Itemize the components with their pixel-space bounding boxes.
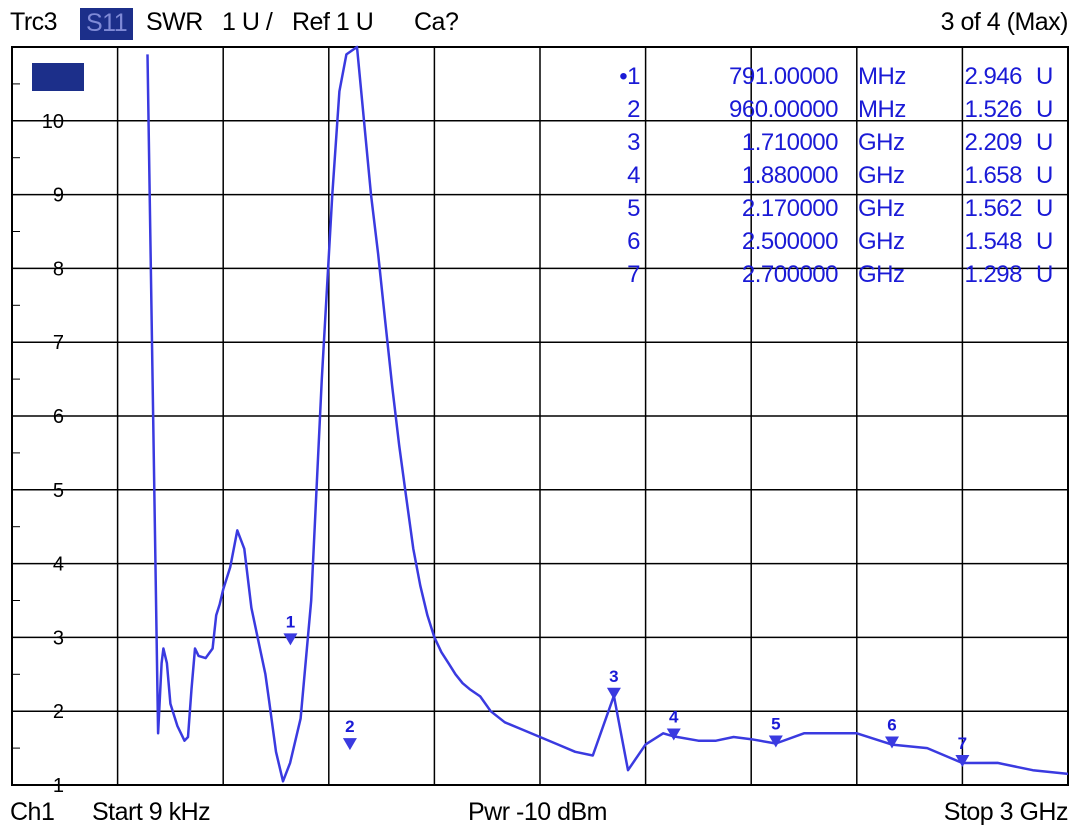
- marker-table-value-unit: U: [1036, 261, 1053, 288]
- marker-number-7: 7: [958, 734, 967, 753]
- marker-table-unit: GHz: [858, 195, 905, 222]
- grid: [11, 46, 1069, 786]
- start-frequency[interactable]: Start 9 kHz: [92, 798, 211, 826]
- marker-number-5: 5: [771, 715, 780, 734]
- measurement-badge[interactable]: S11: [80, 8, 134, 40]
- marker-table-id: 6: [627, 228, 640, 255]
- marker-table-value-unit: U: [1036, 195, 1053, 222]
- marker-table-id: 7: [627, 261, 640, 288]
- header-bar: Trc3 S11 SWR 1 U / Ref 1 U Ca? 3 of 4 (M…: [0, 0, 1080, 44]
- marker-table-value-unit: U: [1036, 63, 1053, 90]
- marker-table-value: 2.946: [964, 63, 1022, 90]
- format-label[interactable]: SWR: [146, 8, 203, 36]
- marker-table-value-unit: U: [1036, 162, 1053, 189]
- marker-table-frequency: 1.710000: [742, 129, 838, 156]
- marker-table-unit: GHz: [858, 228, 905, 255]
- y-tick-label: 2: [53, 701, 64, 723]
- y-tick-label: 5: [53, 480, 64, 502]
- marker-table-value-unit: U: [1036, 96, 1053, 123]
- marker-table-unit: MHz: [858, 96, 906, 123]
- marker-table-value-unit: U: [1036, 228, 1053, 255]
- marker-table-unit: MHz: [858, 63, 906, 90]
- marker-table-id: 5: [627, 195, 640, 222]
- marker-table-value: 1.548: [964, 228, 1022, 255]
- footer-bar: Ch1 Start 9 kHz Pwr -10 dBm Stop 3 GHz: [0, 792, 1080, 831]
- swr-trace-line: [146, 45, 1069, 783]
- marker-triangle-4[interactable]: [666, 728, 681, 741]
- marker-number-2: 2: [345, 717, 354, 736]
- marker-number-4: 4: [669, 707, 679, 726]
- marker-table-value: 1.526: [964, 96, 1022, 123]
- trace-count: 3 of 4 (Max): [940, 8, 1069, 36]
- y-tick-label: 7: [53, 332, 64, 354]
- y-tick-label: 3: [53, 627, 64, 649]
- marker-number-1: 1: [286, 612, 295, 631]
- stop-frequency[interactable]: Stop 3 GHz: [943, 798, 1069, 826]
- power-label[interactable]: Pwr -10 dBm: [468, 798, 607, 826]
- marker-table-frequency: 2.500000: [742, 228, 838, 255]
- marker-table-value-unit: U: [1036, 129, 1053, 156]
- marker-table-unit: GHz: [858, 261, 905, 288]
- cal-status: Ca?: [414, 8, 459, 36]
- marker-table-unit: GHz: [858, 129, 905, 156]
- y-tick-label: 1: [53, 775, 64, 797]
- marker-table-frequency: 1.880000: [742, 162, 838, 189]
- marker-table-frequency: 960.00000: [729, 96, 838, 123]
- marker-table-value: 1.298: [964, 261, 1022, 288]
- marker-number-6: 6: [887, 716, 896, 735]
- marker-table-value: 1.658: [964, 162, 1022, 189]
- marker-table-value: 2.209: [964, 129, 1022, 156]
- channel-label[interactable]: Ch1: [10, 798, 55, 826]
- y-tick-label: 4: [53, 554, 64, 576]
- marker-triangle-1[interactable]: [283, 633, 298, 646]
- marker-table-id: 3: [627, 129, 640, 156]
- trace-label[interactable]: Trc3: [10, 8, 58, 36]
- scale-label[interactable]: 1 U /: [222, 8, 273, 36]
- active-trace-indicator: [32, 63, 84, 91]
- ref-label[interactable]: Ref 1 U: [292, 8, 374, 36]
- marker-symbols: 1 2 3 4 5 6 7: [283, 612, 970, 768]
- marker-table: •1 791.00000 MHz 2.946 U 2 960.00000 MHz 1.526 U 3…: [619, 63, 1053, 288]
- marker-table-unit: GHz: [858, 162, 905, 189]
- marker-triangle-5[interactable]: [768, 735, 783, 748]
- marker-triangle-3[interactable]: [606, 687, 621, 700]
- marker-triangle-7[interactable]: [955, 755, 970, 768]
- marker-table-frequency: 791.00000: [729, 63, 838, 90]
- marker-table-id: •1: [619, 63, 640, 90]
- y-tick-labels: 1 2 3 4 5 6 7 8 9 10: [42, 111, 64, 797]
- marker-table-id: 4: [627, 162, 640, 189]
- marker-table-id: 2: [627, 96, 640, 123]
- marker-table-value: 1.562: [964, 195, 1022, 222]
- marker-table-frequency: 2.700000: [742, 261, 838, 288]
- marker-number-3: 3: [609, 667, 618, 686]
- y-tick-label: 8: [53, 258, 64, 280]
- marker-triangle-2[interactable]: [342, 738, 357, 751]
- y-tick-label: 6: [53, 406, 64, 428]
- marker-triangle-6[interactable]: [884, 736, 899, 749]
- marker-table-frequency: 2.170000: [742, 195, 838, 222]
- y-tick-label: 9: [53, 185, 64, 207]
- y-tick-label: 10: [42, 111, 64, 133]
- trace-layer: [146, 45, 1069, 783]
